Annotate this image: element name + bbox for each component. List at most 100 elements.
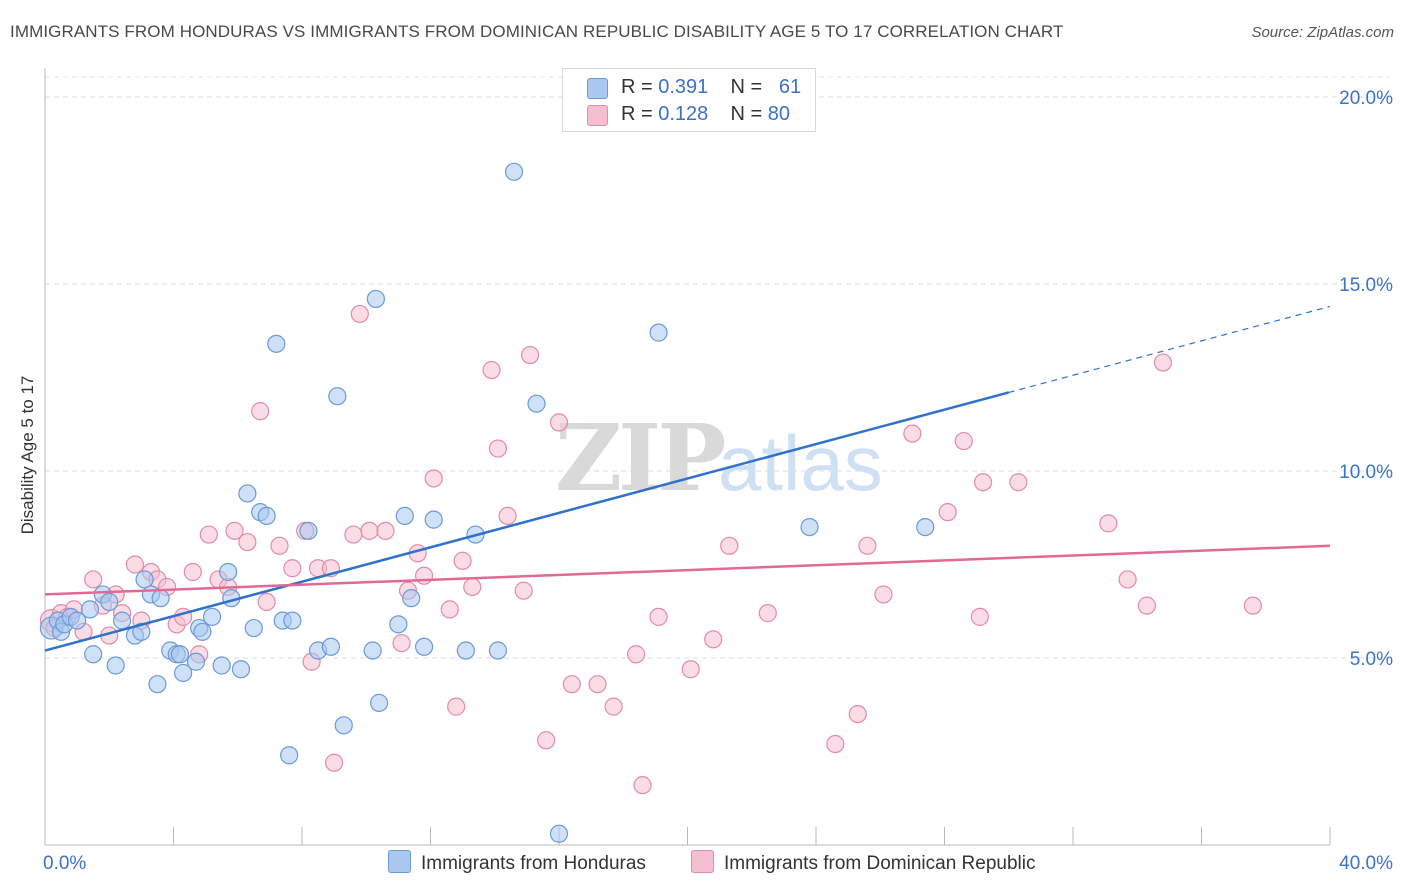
data-point [514, 581, 533, 600]
data-point [395, 506, 414, 525]
data-point [970, 607, 989, 626]
data-point [482, 360, 501, 380]
axes [44, 68, 1331, 846]
data-point [257, 506, 276, 525]
data-point [363, 641, 382, 660]
trend-line-honduras [44, 391, 1010, 652]
data-point [1137, 596, 1156, 615]
data-point [848, 704, 867, 724]
correlation-legend: R = 0.391 N = 61 R = 0.128 N = 80 [562, 68, 816, 132]
data-point [257, 592, 276, 612]
data-point [447, 697, 466, 716]
data-point [504, 162, 524, 181]
bottom-legend-dominican: Immigrants from Dominican Republic [691, 850, 1036, 875]
x-tick-label: 40.0% [1339, 853, 1393, 874]
data-point [370, 693, 389, 712]
data-point [225, 521, 244, 540]
data-point [151, 589, 170, 608]
bottom-legend-honduras: Immigrants from Honduras [388, 850, 646, 875]
data-point [414, 566, 434, 585]
data-point [344, 525, 363, 544]
source-label: Source: ZipAtlas.com [1251, 24, 1394, 41]
watermark: ZIP atlas [555, 404, 883, 512]
bottom-legend-swatch-pink [691, 850, 714, 873]
data-point [321, 637, 341, 656]
data-point [604, 697, 623, 716]
data-point [440, 600, 459, 619]
data-point [392, 633, 411, 653]
data-point [251, 402, 270, 421]
legend-r-value: 0.128 [658, 103, 709, 125]
data-point [244, 618, 263, 638]
y-tick-label: 5.0% [1350, 649, 1393, 670]
data-point [389, 615, 408, 634]
data-point [199, 525, 218, 544]
data-point [520, 345, 540, 365]
data-point [212, 656, 231, 675]
data-point [350, 304, 369, 324]
data-point [1153, 353, 1173, 372]
legend-n-value: 80 [767, 103, 791, 125]
data-point [704, 630, 723, 649]
data-point [299, 521, 318, 540]
data-point [402, 589, 421, 608]
data-point [1009, 473, 1028, 492]
data-point [424, 510, 443, 529]
data-point [488, 439, 508, 458]
data-point [649, 323, 668, 342]
data-point [1118, 570, 1137, 589]
trend-line-honduras-extension [1008, 305, 1331, 394]
data-point [193, 622, 212, 641]
data-point [1243, 596, 1263, 615]
data-point [903, 424, 922, 443]
data-point [135, 570, 154, 589]
data-point [1099, 514, 1118, 533]
y-axis-label: Disability Age 5 to 17 [18, 375, 37, 535]
data-point [720, 536, 739, 555]
series-dominican-points [39, 304, 1263, 795]
bottom-legend-swatch-blue [388, 850, 411, 873]
data-point [456, 641, 475, 660]
bottom-legend-label: Immigrants from Dominican Republic [724, 853, 1036, 874]
bottom-legend-label: Immigrants from Honduras [421, 853, 646, 874]
data-point [488, 641, 508, 660]
data-point [366, 289, 385, 309]
data-point [954, 431, 973, 451]
x-tick-label: 0.0% [43, 853, 86, 874]
trend-lines [44, 305, 1331, 652]
y-tick-label: 10.0% [1339, 462, 1393, 483]
y-tick-label: 20.0% [1339, 88, 1393, 109]
data-point [100, 592, 119, 612]
data-point [758, 604, 777, 623]
data-point [681, 660, 700, 679]
data-point [334, 716, 353, 735]
data-point [219, 562, 238, 582]
data-point [280, 746, 299, 765]
data-point [588, 675, 607, 694]
data-point [463, 577, 482, 597]
legend-n-label: N = [730, 76, 763, 98]
legend-n-label: N = [730, 103, 763, 125]
data-point [84, 570, 103, 589]
legend-r-label: R = [621, 103, 653, 125]
data-point [174, 663, 193, 683]
data-point [80, 600, 100, 619]
data-point [106, 656, 125, 675]
series-honduras-points [39, 162, 935, 843]
data-point [498, 506, 517, 525]
data-point [916, 517, 935, 537]
watermark-zip: ZIP [555, 404, 724, 512]
legend-n-value: 61 [778, 76, 802, 98]
legend-r-value: 0.391 [658, 76, 709, 98]
data-point [267, 334, 286, 353]
y-tick-label: 15.0% [1339, 275, 1393, 296]
data-point [202, 607, 222, 626]
legend-swatch-blue [587, 78, 608, 99]
data-point [186, 652, 206, 671]
data-point [148, 675, 167, 694]
data-point [325, 753, 344, 772]
legend-r-label: R = [621, 76, 653, 98]
grid [45, 76, 1390, 659]
data-point [800, 517, 819, 537]
